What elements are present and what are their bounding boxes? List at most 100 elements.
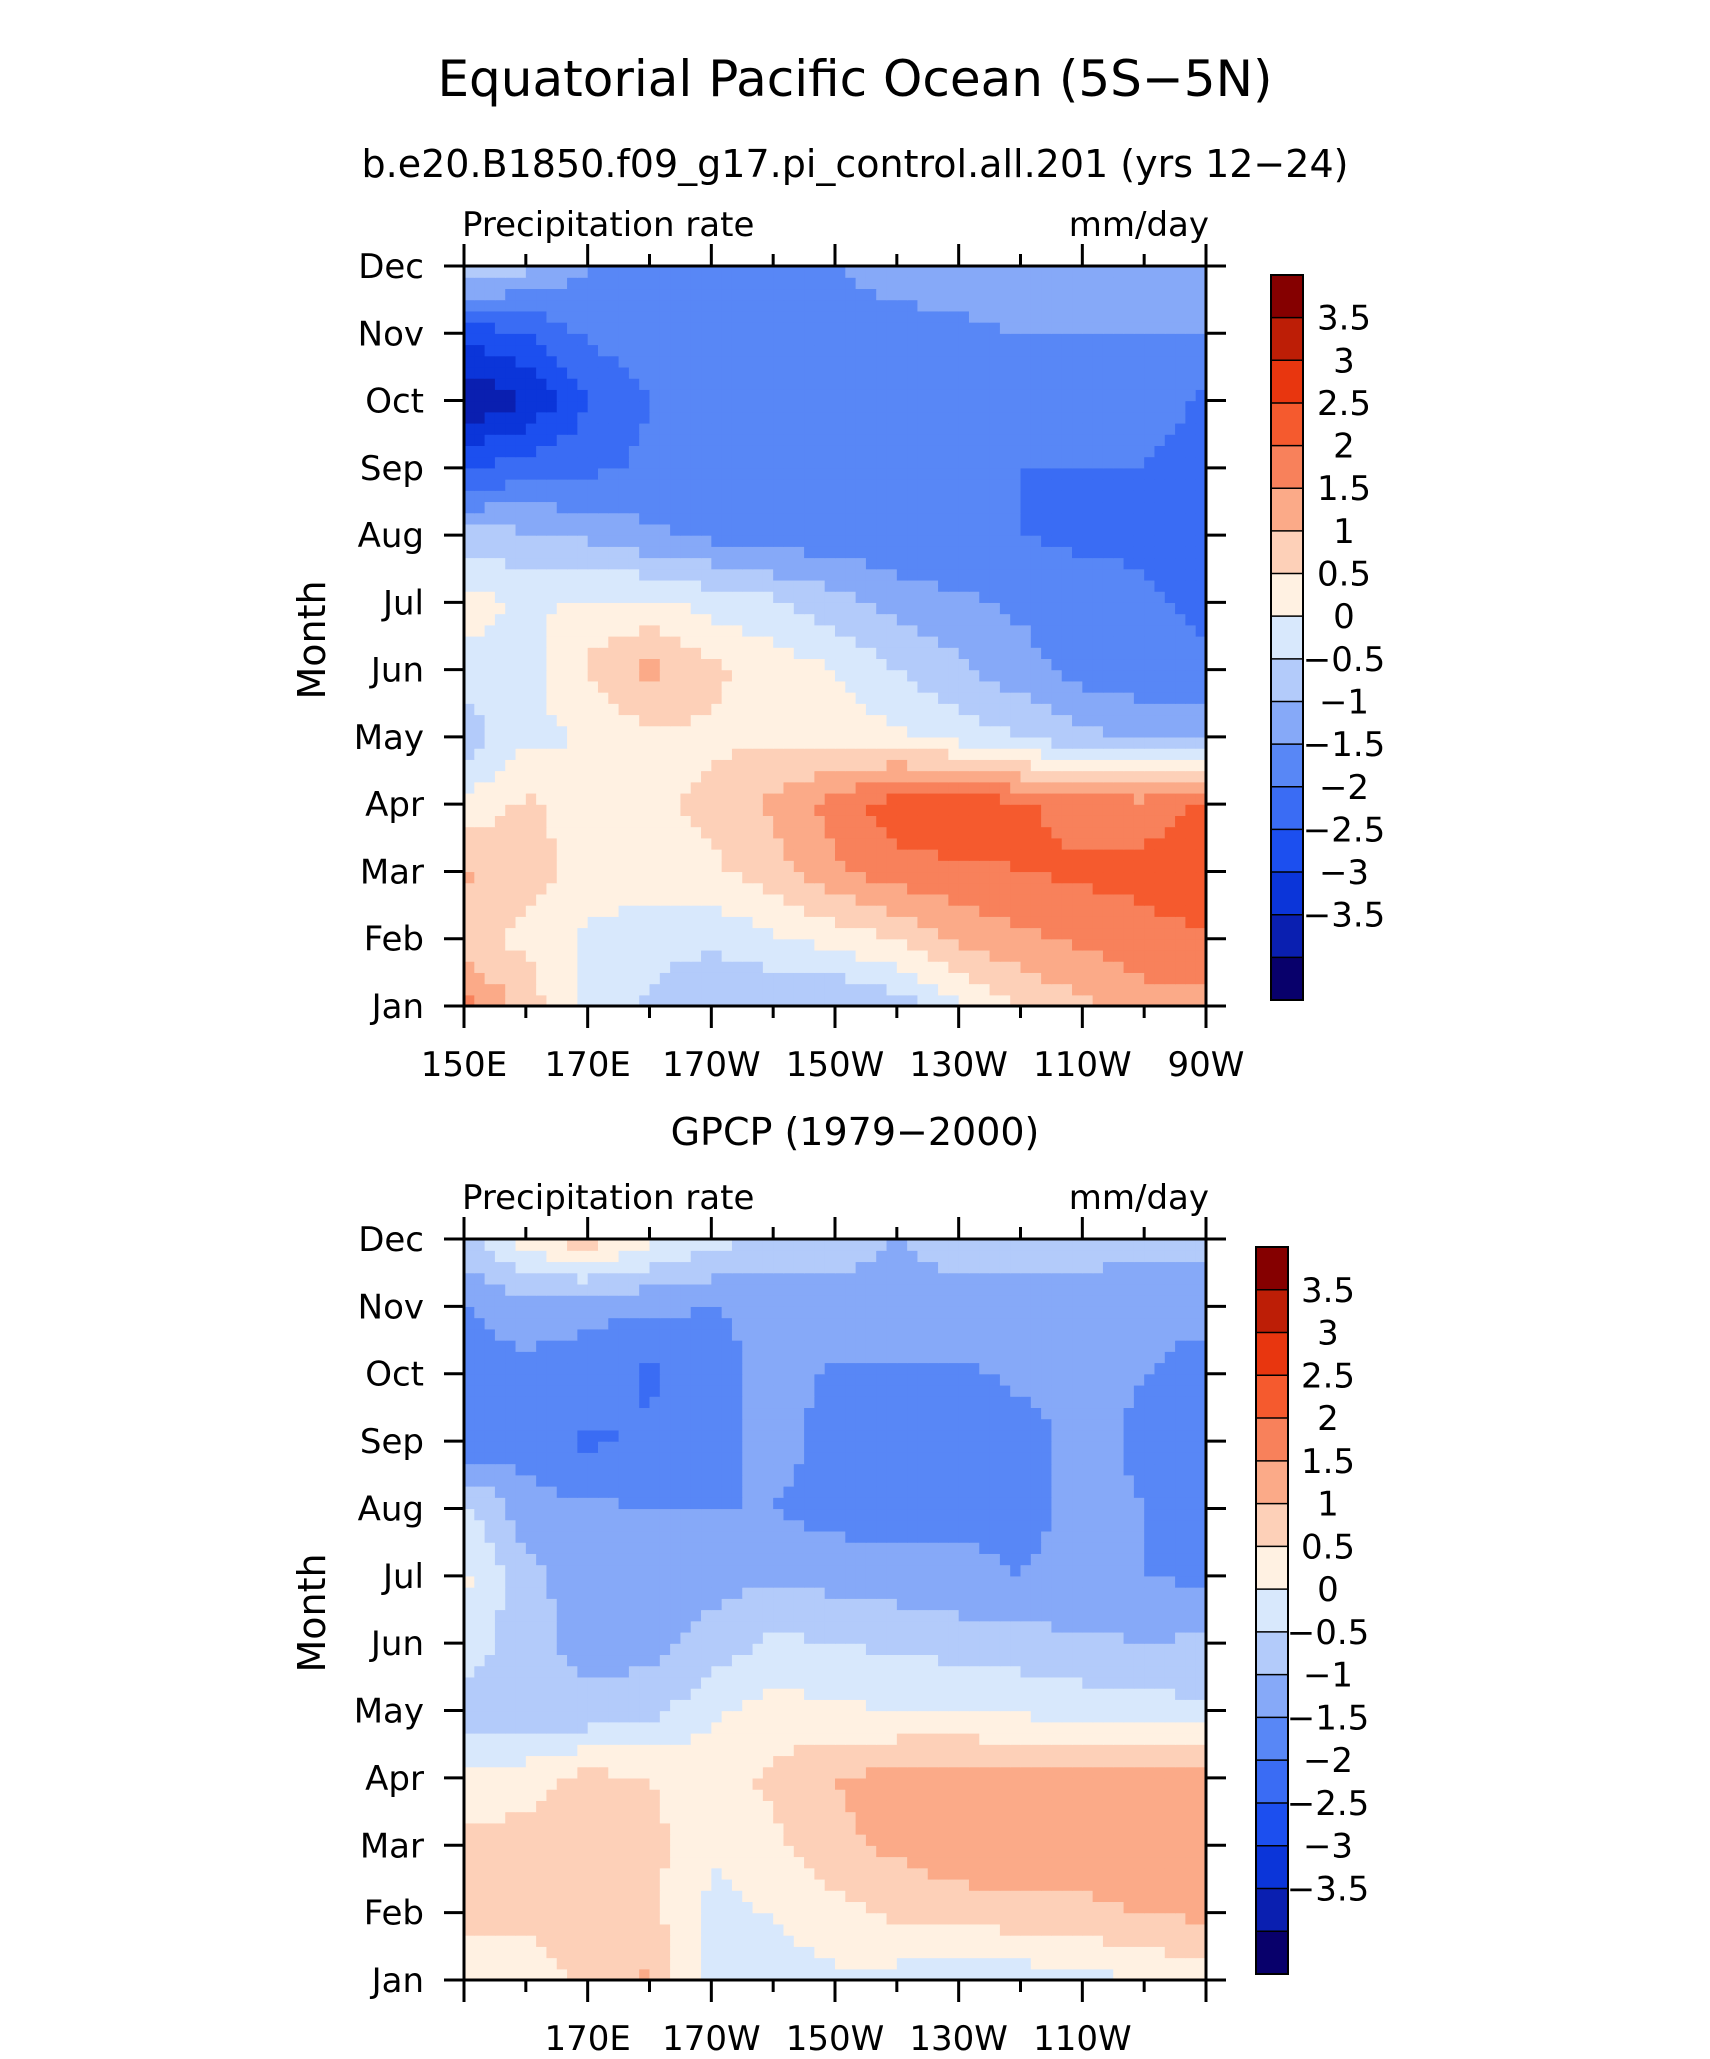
field-cell [845, 568, 857, 581]
field-cell [804, 299, 815, 312]
field-cell [618, 288, 630, 301]
field-cell [927, 658, 939, 671]
field-cell [1144, 871, 1156, 884]
field-cell [1185, 961, 1197, 973]
field-cell [1082, 669, 1094, 682]
field-cell [1133, 389, 1145, 402]
field-cell [773, 288, 785, 301]
field-cell [546, 636, 558, 648]
field-cell [639, 826, 651, 839]
field-cell [711, 1968, 723, 1981]
field-cell [1185, 613, 1197, 626]
field-cell [556, 613, 568, 626]
field-cell [577, 546, 589, 559]
field-cell [1061, 781, 1073, 794]
field-cell [1144, 961, 1156, 973]
field-cell [1020, 748, 1032, 760]
field-cell [948, 725, 960, 738]
field-cell [958, 277, 970, 290]
field-cell [783, 1957, 795, 1970]
field-cell [597, 871, 609, 884]
field-cell [804, 378, 815, 390]
field-cell [659, 310, 671, 323]
field-cell [907, 445, 919, 458]
field-cell [938, 445, 949, 458]
field-cell [999, 792, 1011, 805]
field-cell [896, 378, 908, 390]
field-cell [670, 490, 682, 503]
field-cell [1061, 467, 1073, 480]
field-cell [907, 322, 919, 334]
field-cell [484, 725, 496, 738]
field-cell [1154, 1968, 1166, 1981]
field-cell [587, 905, 599, 917]
field-cell [742, 322, 754, 334]
field-cell [608, 512, 620, 525]
field-cell [505, 378, 517, 390]
field-cell [1185, 680, 1197, 693]
field-cell [494, 366, 506, 379]
field-cell [907, 961, 919, 973]
field-cell [886, 770, 898, 783]
field-cell [938, 692, 949, 704]
field-cell [536, 602, 548, 615]
field-cell [701, 860, 712, 873]
field-cell [731, 703, 743, 716]
field-cell [680, 703, 692, 716]
field-cell [1020, 849, 1032, 861]
field-cell [835, 389, 846, 402]
field-cell [752, 591, 764, 603]
field-cell [896, 568, 908, 581]
field-cell [659, 736, 671, 749]
field-cell [876, 905, 888, 917]
field-cell [494, 837, 506, 850]
field-cell [505, 905, 517, 917]
field-cell [597, 972, 609, 985]
field-cell [865, 837, 877, 850]
field-cell [1082, 591, 1094, 603]
field-cell [1102, 266, 1114, 278]
field-cell [855, 736, 867, 749]
field-cell [896, 277, 908, 290]
field-cell [1185, 512, 1197, 525]
field-cell [999, 579, 1011, 592]
field-cell [556, 310, 568, 323]
field-cell [1102, 759, 1114, 772]
field-cell [1113, 815, 1125, 828]
field-cell [1092, 355, 1104, 368]
field-cell [886, 266, 898, 278]
field-cell [742, 299, 754, 312]
field-cell [484, 378, 496, 390]
field-cell [1102, 535, 1114, 547]
field-cell [793, 591, 805, 603]
field-cell [752, 378, 764, 390]
field-cell [1185, 636, 1197, 648]
field-cell [536, 916, 548, 929]
field-cell [711, 479, 723, 491]
field-cell [804, 972, 815, 985]
field-cell [525, 1957, 537, 1970]
field-cell [896, 490, 908, 503]
field-cell [1020, 467, 1032, 480]
field-cell [1041, 355, 1053, 368]
colorbar-box [1271, 445, 1303, 489]
field-cell [773, 938, 785, 951]
field-cell [855, 579, 867, 592]
field-cell [494, 411, 506, 424]
field-cell [1175, 378, 1186, 390]
field-cell [680, 389, 692, 402]
field-cell [628, 658, 640, 671]
field-cell [979, 748, 991, 760]
field-cell [814, 366, 826, 379]
field-cell [608, 647, 620, 660]
field-cell [628, 613, 640, 626]
field-cell [1102, 882, 1114, 895]
field-cell [1020, 949, 1032, 962]
field-cell [587, 333, 599, 346]
field-cell [773, 400, 785, 413]
field-cell [1154, 938, 1166, 951]
field-cell [536, 333, 548, 346]
field-cell [917, 344, 929, 357]
field-cell [845, 434, 857, 446]
field-cell [1154, 792, 1166, 805]
